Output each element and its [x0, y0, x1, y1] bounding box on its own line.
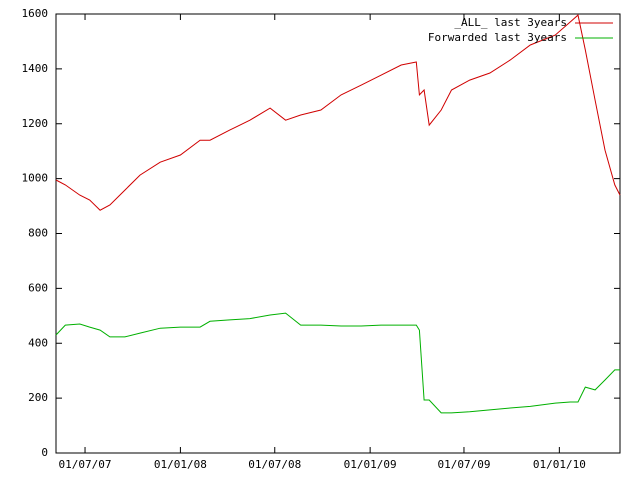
x-tick-label: 01/01/10 — [533, 458, 586, 471]
x-tick-label: 01/07/08 — [248, 458, 301, 471]
x-tick-label: 01/01/09 — [344, 458, 397, 471]
y-tick-label: 200 — [28, 391, 48, 404]
y-tick-label: 1600 — [22, 7, 49, 20]
y-tick-label: 1400 — [22, 62, 49, 75]
y-tick-label: 0 — [41, 446, 48, 459]
x-tick-label: 01/07/09 — [437, 458, 490, 471]
data-line — [55, 14, 621, 211]
legend-label: Forwarded last 3years — [428, 31, 567, 44]
x-tick-label: 01/01/08 — [154, 458, 207, 471]
y-tick-label: 400 — [28, 336, 48, 349]
y-tick-label: 1200 — [22, 117, 49, 130]
x-tick-label: 01/07/07 — [59, 458, 112, 471]
y-tick-label: 600 — [28, 281, 48, 294]
legend-label: _ALL_ last 3years — [454, 16, 567, 29]
plot-frame — [55, 13, 621, 454]
data-line — [55, 312, 620, 414]
y-tick-label: 1000 — [22, 172, 49, 185]
y-tick-label: 800 — [28, 227, 48, 240]
